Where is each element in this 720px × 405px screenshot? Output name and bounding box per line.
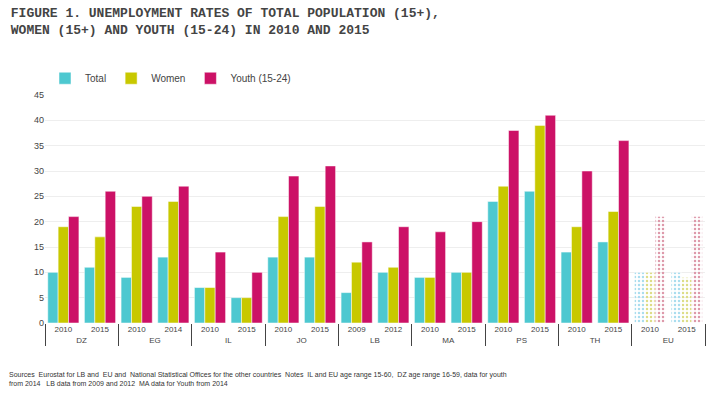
svg-text:2015: 2015 — [238, 325, 256, 334]
svg-text:2012: 2012 — [384, 325, 402, 334]
svg-text:2010: 2010 — [641, 325, 659, 334]
svg-text:40: 40 — [34, 115, 44, 125]
svg-text:Total: Total — [85, 73, 106, 84]
svg-text:IL: IL — [225, 336, 232, 345]
svg-text:20: 20 — [34, 217, 44, 227]
svg-text:2015: 2015 — [311, 325, 329, 334]
svg-text:MA: MA — [442, 336, 455, 345]
svg-text:EU: EU — [663, 336, 674, 345]
svg-text:2010: 2010 — [54, 325, 72, 334]
svg-text:Women: Women — [151, 73, 185, 84]
svg-text:2009: 2009 — [348, 325, 366, 334]
svg-text:2015: 2015 — [91, 325, 109, 334]
svg-text:2015: 2015 — [458, 325, 476, 334]
svg-text:2010: 2010 — [128, 325, 146, 334]
svg-text:0: 0 — [39, 318, 44, 328]
svg-text:2015: 2015 — [678, 325, 696, 334]
svg-text:Sources Eurostat for LB and: Sources Eurostat for LB and EU and Natio… — [9, 371, 507, 387]
svg-text:25: 25 — [34, 191, 44, 201]
svg-text:TH: TH — [590, 336, 601, 345]
svg-text:2010: 2010 — [201, 325, 219, 334]
svg-text:DZ: DZ — [76, 336, 87, 345]
svg-text:35: 35 — [34, 141, 44, 151]
svg-text:2010: 2010 — [494, 325, 512, 334]
svg-text:2010: 2010 — [274, 325, 292, 334]
svg-text:2010: 2010 — [421, 325, 439, 334]
svg-text:PS: PS — [516, 336, 527, 345]
svg-text:2015: 2015 — [604, 325, 622, 334]
svg-text:5: 5 — [39, 293, 44, 303]
svg-text:JO: JO — [297, 336, 307, 345]
svg-text:EG: EG — [149, 336, 161, 345]
svg-text:30: 30 — [34, 166, 44, 176]
svg-text:2010: 2010 — [568, 325, 586, 334]
svg-text:15: 15 — [34, 242, 44, 252]
svg-text:LB: LB — [370, 336, 380, 345]
svg-text:2015: 2015 — [531, 325, 549, 334]
svg-text:45: 45 — [34, 90, 44, 100]
svg-text:10: 10 — [34, 267, 44, 277]
svg-text:FIGURE 1. UNEMPLOYMENT RATES O: FIGURE 1. UNEMPLOYMENT RATES OF TOTAL PO… — [11, 6, 440, 38]
svg-text:2014: 2014 — [164, 325, 182, 334]
svg-text:Youth (15-24): Youth (15-24) — [230, 73, 290, 84]
